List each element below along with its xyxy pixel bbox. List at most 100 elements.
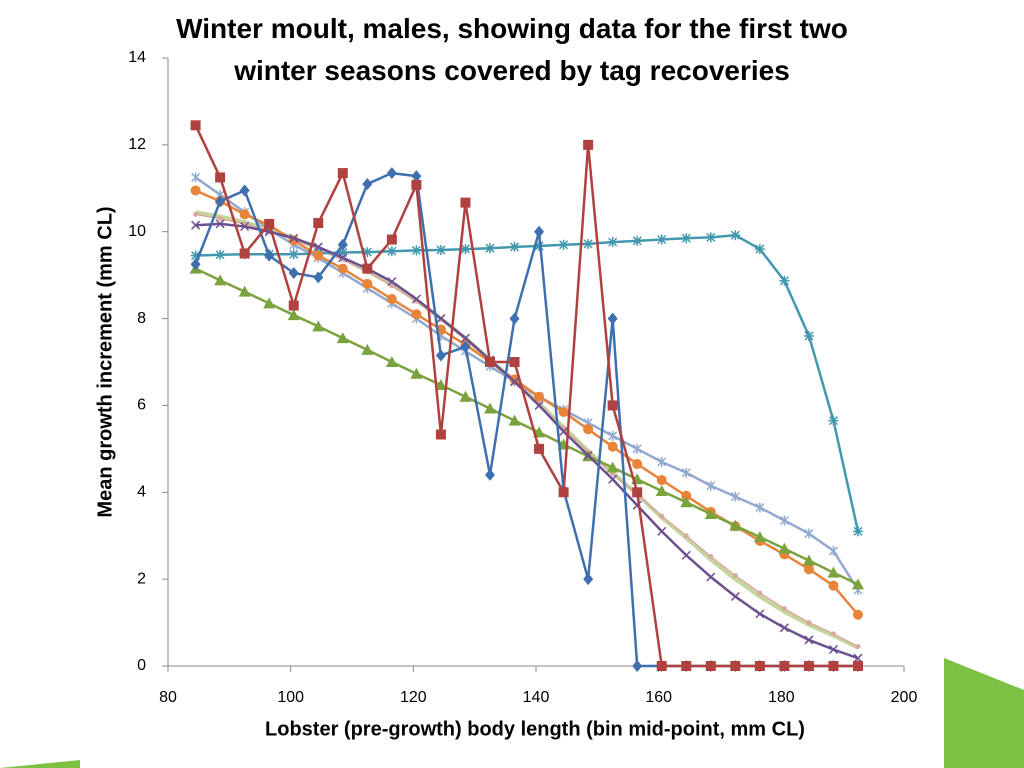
marker	[389, 283, 395, 289]
marker	[534, 391, 545, 402]
marker	[289, 233, 299, 243]
marker	[362, 278, 373, 289]
marker	[657, 456, 667, 467]
marker	[190, 120, 201, 131]
marker	[583, 424, 594, 435]
x-axis-label: Lobster (pre-growth) body length (bin mi…	[265, 718, 805, 740]
marker	[362, 247, 373, 258]
marker	[683, 533, 689, 539]
marker	[193, 211, 199, 217]
marker	[583, 139, 594, 150]
marker	[411, 170, 422, 183]
marker	[509, 312, 520, 325]
marker	[632, 459, 643, 470]
series-line	[195, 267, 859, 586]
marker	[781, 606, 787, 612]
marker	[855, 643, 861, 649]
marker	[802, 554, 815, 566]
marker	[779, 623, 789, 633]
marker	[239, 184, 250, 197]
marker	[385, 356, 398, 367]
marker	[558, 406, 569, 417]
y-tick-label: 4	[137, 484, 146, 501]
marker	[583, 238, 594, 249]
marker	[558, 239, 569, 250]
marker	[361, 343, 374, 355]
series-line	[195, 233, 860, 532]
marker	[583, 573, 594, 586]
marker	[706, 480, 716, 491]
marker	[264, 249, 275, 262]
marker	[656, 475, 667, 486]
x-tick-label: 120	[400, 689, 427, 706]
marker	[460, 244, 471, 255]
marker	[313, 271, 324, 284]
marker	[435, 349, 446, 362]
marker	[607, 312, 618, 325]
marker	[608, 474, 618, 484]
marker	[583, 450, 593, 460]
marker	[853, 661, 863, 671]
marker	[704, 508, 717, 519]
marker	[778, 542, 791, 554]
marker	[510, 377, 520, 387]
decoration	[944, 658, 1024, 768]
series-line	[194, 124, 858, 668]
marker	[828, 644, 838, 655]
marker	[828, 415, 839, 426]
marker	[509, 374, 520, 385]
y-tick-label: 2	[137, 570, 146, 587]
marker	[313, 242, 323, 252]
marker	[608, 430, 618, 441]
marker	[852, 578, 864, 590]
marker	[411, 245, 422, 256]
y-tick-label: 6	[137, 397, 146, 414]
marker	[313, 250, 324, 261]
marker	[803, 330, 814, 341]
y-tick-label: 0	[137, 657, 146, 674]
marker	[190, 258, 201, 271]
marker	[656, 661, 667, 671]
marker	[386, 234, 397, 245]
marker	[337, 263, 348, 274]
x-tick-label: 100	[277, 689, 304, 706]
marker	[729, 519, 742, 531]
marker	[288, 266, 299, 279]
marker	[534, 443, 545, 454]
marker	[754, 244, 765, 255]
marker	[238, 285, 251, 297]
marker	[853, 526, 863, 537]
marker	[288, 249, 299, 260]
marker	[830, 631, 836, 637]
marker	[190, 185, 201, 196]
marker	[190, 250, 201, 261]
marker	[485, 243, 495, 254]
marker	[337, 168, 348, 179]
marker	[755, 609, 765, 619]
marker	[509, 357, 520, 367]
marker	[435, 429, 446, 440]
marker	[217, 216, 223, 222]
marker	[705, 661, 716, 671]
marker	[632, 235, 643, 246]
marker	[434, 379, 447, 391]
marker	[803, 661, 814, 671]
marker	[263, 297, 276, 309]
y-axis-label: Mean growth increment (mm CL)	[94, 206, 116, 517]
marker	[681, 661, 692, 671]
marker	[337, 238, 348, 251]
series-line	[195, 222, 859, 660]
marker	[484, 402, 496, 414]
marker	[632, 487, 643, 498]
marker	[337, 247, 348, 258]
marker	[386, 167, 397, 180]
marker	[336, 332, 349, 344]
marker	[779, 275, 790, 286]
marker	[779, 661, 790, 671]
marker	[559, 426, 569, 437]
marker	[215, 172, 226, 183]
marker	[607, 237, 618, 248]
marker	[606, 461, 619, 473]
marker	[362, 177, 373, 190]
